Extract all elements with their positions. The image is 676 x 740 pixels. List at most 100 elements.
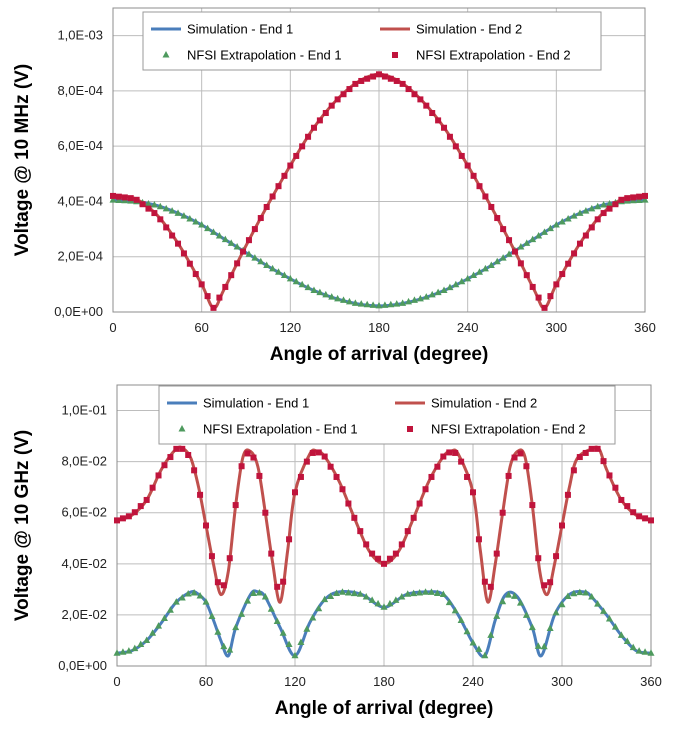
- nfsi-end1-point: [291, 651, 299, 659]
- nfsi-end1-point: [487, 631, 495, 638]
- nfsi-end1-point: [156, 202, 164, 210]
- nfsi-end1-point: [511, 592, 519, 599]
- nfsi-end2-point: [612, 484, 619, 491]
- nfsi-end2-point: [500, 226, 507, 233]
- nfsi-end2-point: [488, 203, 495, 210]
- nfsi-end1-point: [143, 636, 151, 643]
- nfsi-end1-point: [198, 220, 206, 228]
- nfsi-end2-point: [405, 86, 412, 93]
- nfsi-end2-point: [321, 453, 328, 460]
- nfsi-end1-point: [570, 212, 578, 219]
- nfsi-end1-point: [251, 254, 259, 261]
- nfsi-end2-point: [204, 293, 211, 300]
- nfsi-end2-point: [416, 500, 423, 507]
- x-tick-label: 0: [109, 320, 116, 335]
- nfsi-end2-point: [458, 152, 465, 159]
- nfsi-end1-point: [345, 297, 353, 305]
- nfsi-end1-point: [166, 606, 174, 613]
- chart-10mhz: 0,0E+00 2,0E-04 4,0E-04 6,0E-04 8,0E-04 1,0E-…: [12, 7, 656, 365]
- nfsi-end1-point: [232, 623, 240, 631]
- nfsi-end2-point: [222, 283, 229, 290]
- nfsi-end2-point: [547, 579, 554, 586]
- nfsi-end1-point: [635, 647, 643, 654]
- nfsi-end2-point: [292, 489, 298, 496]
- nfsi-end2-point: [244, 450, 251, 457]
- nfsi-end2-point: [287, 162, 294, 169]
- nfsi-end2-point: [115, 193, 122, 200]
- legend-label: Simulation - End 2: [416, 22, 522, 37]
- y-tick-label: 4,0E-04: [57, 193, 103, 208]
- nfsi-end1-point: [168, 207, 176, 214]
- nfsi-end2-point: [499, 509, 506, 516]
- nfsi-end2-point: [553, 281, 560, 288]
- nfsi-end2-point: [594, 445, 601, 452]
- nfsi-end2-point: [564, 491, 571, 498]
- nfsi-end2-point: [250, 454, 257, 461]
- nfsi-end2-point: [588, 445, 595, 452]
- nfsi-end1-point: [541, 228, 549, 235]
- nfsi-end1-point: [499, 597, 507, 605]
- nfsi-end2-point: [358, 77, 365, 84]
- nfsi-end2-point: [446, 449, 453, 456]
- nfsi-end1-point: [588, 204, 596, 212]
- nfsi-end2-point: [523, 463, 530, 470]
- nfsi-end1-point: [322, 290, 330, 298]
- nfsi-end1-point: [327, 592, 335, 600]
- nfsi-end1-point: [310, 286, 318, 293]
- nfsi-end1-point: [381, 301, 389, 308]
- y-tick-label: 2,0E-04: [57, 249, 103, 264]
- nfsi-end2-point: [624, 195, 631, 202]
- nfsi-end1-point: [528, 623, 536, 631]
- x-tick-label: 300: [551, 674, 573, 689]
- nfsi-end1-point: [623, 637, 631, 644]
- nfsi-end2-point: [157, 216, 164, 223]
- nfsi-end1-point: [196, 592, 204, 599]
- nfsi-end1-point: [238, 610, 246, 617]
- nfsi-end1-point: [481, 651, 489, 659]
- nfsi-end2-point: [268, 550, 275, 557]
- nfsi-end2-point: [333, 473, 340, 480]
- x-tick-label: 240: [462, 674, 484, 689]
- nfsi-end1-point: [309, 613, 317, 621]
- x-tick-label: 360: [634, 320, 656, 335]
- nfsi-end1-point: [440, 286, 448, 293]
- nfsi-end1-point: [261, 593, 269, 600]
- nfsi-end1-point: [245, 250, 253, 257]
- nfsi-end2-point: [381, 560, 387, 567]
- nfsi-end1-point: [202, 598, 210, 605]
- nfsi-end2-point: [110, 192, 116, 199]
- nfsi-end2-point: [203, 522, 209, 529]
- nfsi-end2-point: [565, 260, 572, 267]
- nfsi-end2-point: [482, 193, 489, 200]
- nfsi-end1-point: [617, 631, 625, 638]
- nfsi-end2-point: [143, 496, 150, 503]
- nfsi-end1-point: [534, 642, 542, 649]
- nfsi-end1-point: [629, 643, 637, 651]
- nfsi-end2-point: [618, 496, 625, 503]
- nfsi-end1-point: [647, 649, 655, 656]
- nfsi-end2-point: [139, 201, 146, 208]
- nfsi-end2-point: [305, 133, 312, 140]
- nfsi-end2-point: [281, 172, 288, 179]
- nfsi-end1-point: [404, 590, 412, 597]
- nfsi-end2-point: [340, 91, 347, 98]
- nfsi-end2-point: [392, 550, 399, 557]
- nfsi-end2-point: [559, 522, 565, 529]
- nfsi-end2-point: [191, 467, 198, 474]
- nfsi-end1-point: [275, 268, 283, 275]
- nfsi-end2-point: [192, 271, 199, 278]
- nfsi-end1-point: [115, 196, 123, 203]
- nfsi-end1-point: [546, 224, 554, 232]
- nfsi-end1-point: [174, 209, 182, 216]
- nfsi-end1-point: [363, 300, 371, 308]
- nfsi-end1-point: [233, 243, 241, 250]
- nfsi-end2-point: [197, 491, 204, 498]
- nfsi-end2-point: [393, 77, 400, 84]
- nfsi-end2-point: [606, 472, 613, 479]
- nfsi-end2-point: [399, 80, 406, 87]
- nfsi-end2-point: [600, 458, 607, 465]
- nfsi-end1-point: [285, 640, 293, 648]
- nfsi-end1-point: [457, 616, 465, 624]
- plot-frame: [112, 7, 646, 313]
- nfsi-end2-point: [327, 463, 334, 470]
